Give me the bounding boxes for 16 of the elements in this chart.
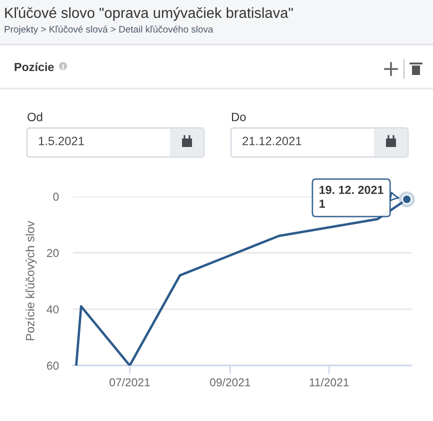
x-tick-label: 11/2021 (310, 378, 349, 386)
text: 21.12.2021 (242, 136, 302, 146)
text: Do (232, 112, 246, 122)
y-axis-title: Pozície kľúčových slov (25, 220, 37, 340)
text: Od (28, 112, 42, 122)
x-tick-label: 07/2021 (110, 378, 150, 386)
chart-subtitle: Projekty > Kľúčové slová > Detail kľúčového slova (4, 26, 214, 34)
y-tick-label: 60 (47, 362, 59, 370)
annotation: 19. 12. 2021 1 (320, 186, 384, 208)
y-tick-label: 20 (47, 249, 59, 258)
text: Pozície (14, 62, 54, 72)
y-tick-label: 0 (53, 192, 59, 201)
y-tick-label: 40 (46, 305, 59, 314)
x-tick-label: 09/2021 (210, 378, 250, 386)
chart-title: Kľúčové slovo "oprava umývačiek bratislava" (5, 7, 293, 21)
text: 1.5.2021 (38, 136, 84, 146)
